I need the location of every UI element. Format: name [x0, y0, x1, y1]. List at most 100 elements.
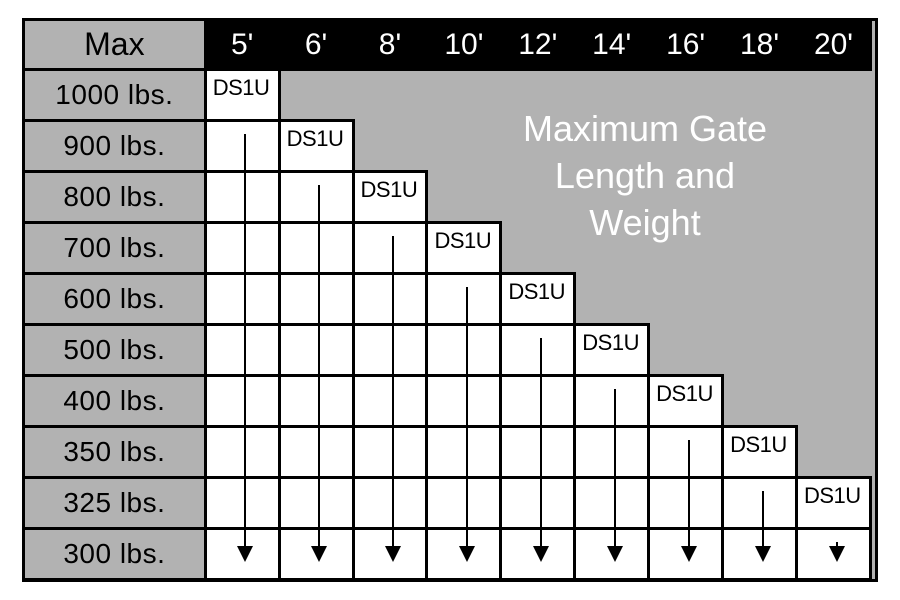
table-cell	[501, 70, 575, 121]
table-cell	[427, 121, 501, 172]
table-cell	[205, 427, 279, 478]
row-label: 800 lbs.	[24, 172, 206, 223]
table-cell: DS1U	[649, 376, 723, 427]
table-cell	[649, 478, 723, 529]
table-cell	[649, 70, 723, 121]
table-cell	[796, 325, 870, 376]
table-cell	[723, 121, 797, 172]
capacity-arrow	[318, 185, 320, 560]
table-cell	[353, 478, 427, 529]
table-cell: DS1U	[723, 427, 797, 478]
header-col: 20'	[796, 20, 870, 70]
table-cell	[427, 478, 501, 529]
header-col: 6'	[279, 20, 353, 70]
table-cell	[353, 223, 427, 274]
header-col: 8'	[353, 20, 427, 70]
table-cell	[649, 121, 723, 172]
header-col: 14'	[575, 20, 649, 70]
row-label: 600 lbs.	[24, 274, 206, 325]
table-cell	[649, 274, 723, 325]
capacity-arrow	[762, 491, 764, 560]
table-cell	[501, 172, 575, 223]
capacity-arrow	[466, 287, 468, 560]
table-cell	[723, 274, 797, 325]
table-cell	[279, 325, 353, 376]
table-cell	[427, 376, 501, 427]
header-col: 5'	[205, 20, 279, 70]
table-cell	[796, 427, 870, 478]
table-cell	[649, 325, 723, 376]
table-cell	[279, 427, 353, 478]
table-cell	[796, 376, 870, 427]
table-cell	[723, 325, 797, 376]
capacity-arrow	[540, 338, 542, 560]
table-cell	[723, 70, 797, 121]
table-cell	[575, 70, 649, 121]
table-cell: DS1U	[205, 70, 279, 121]
row-label: 300 lbs.	[24, 529, 206, 580]
table-cell: DS1U	[796, 478, 870, 529]
table-cell	[427, 172, 501, 223]
table-cell	[427, 274, 501, 325]
table-cell	[575, 223, 649, 274]
table-cell	[205, 223, 279, 274]
product-label: DS1U	[576, 326, 645, 360]
product-label: DS1U	[355, 173, 424, 207]
table-cell	[427, 325, 501, 376]
table-cell	[649, 427, 723, 478]
table-cell	[205, 376, 279, 427]
table-cell	[649, 223, 723, 274]
table-cell	[575, 121, 649, 172]
table-cell	[723, 223, 797, 274]
capacity-table: Max 5'6'8'10'12'14'16'18'20' 1000 lbs.DS…	[22, 18, 872, 581]
table-cell	[279, 223, 353, 274]
table-cell	[205, 121, 279, 172]
row-label: 325 lbs.	[24, 478, 206, 529]
table-cell	[279, 172, 353, 223]
table-cell	[575, 376, 649, 427]
row-label: 400 lbs.	[24, 376, 206, 427]
row-label: 1000 lbs.	[24, 70, 206, 121]
product-label: DS1U	[798, 479, 867, 513]
table-cell	[353, 427, 427, 478]
product-label: DS1U	[502, 275, 571, 309]
gate-capacity-chart: Max 5'6'8'10'12'14'16'18'20' 1000 lbs.DS…	[22, 18, 878, 582]
table-cell	[501, 325, 575, 376]
table-cell	[501, 121, 575, 172]
table-cell	[575, 478, 649, 529]
table-cell	[353, 325, 427, 376]
table-cell	[501, 223, 575, 274]
table-cell	[279, 70, 353, 121]
table-cell	[279, 478, 353, 529]
table-cell	[796, 172, 870, 223]
header-col: 10'	[427, 20, 501, 70]
row-label: 900 lbs.	[24, 121, 206, 172]
header-col: 16'	[649, 20, 723, 70]
capacity-arrow	[836, 542, 838, 560]
table-cell	[279, 274, 353, 325]
table-cell	[649, 172, 723, 223]
table-cell	[575, 274, 649, 325]
table-cell	[575, 172, 649, 223]
table-cell: DS1U	[279, 121, 353, 172]
capacity-arrow	[244, 134, 246, 560]
table-cell	[353, 376, 427, 427]
table-cell: DS1U	[575, 325, 649, 376]
product-label: DS1U	[650, 377, 719, 411]
table-cell	[575, 427, 649, 478]
table-cell	[205, 172, 279, 223]
table-cell	[796, 223, 870, 274]
row-label: 700 lbs.	[24, 223, 206, 274]
table-cell	[353, 121, 427, 172]
table-cell	[501, 427, 575, 478]
capacity-arrow	[392, 236, 394, 560]
product-label: DS1U	[724, 428, 793, 462]
table-cell	[796, 121, 870, 172]
table-cell	[723, 376, 797, 427]
table-cell: DS1U	[427, 223, 501, 274]
table-cell	[205, 478, 279, 529]
table-cell	[501, 376, 575, 427]
table-cell	[796, 274, 870, 325]
table-cell	[279, 376, 353, 427]
capacity-arrow	[688, 440, 690, 560]
